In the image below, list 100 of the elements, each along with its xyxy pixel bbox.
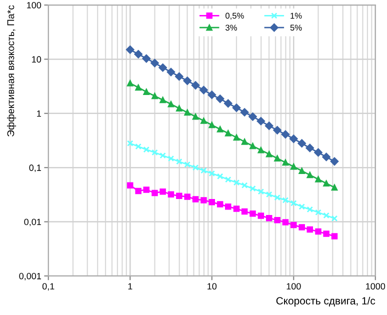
- point: [331, 215, 338, 222]
- y-axis-title: Эффективная вязкость, Па*с: [7, 5, 16, 136]
- point: [152, 149, 158, 156]
- point: [290, 222, 297, 228]
- x-tick-label: 0,1: [42, 283, 54, 291]
- point: [322, 152, 330, 162]
- point: [216, 126, 224, 132]
- point: [240, 108, 249, 116]
- point: [192, 196, 199, 202]
- y-tick-label: 100: [27, 2, 42, 8]
- point: [274, 194, 280, 201]
- point: [274, 217, 280, 224]
- point: [250, 142, 256, 150]
- point: [208, 122, 216, 128]
- point: [176, 158, 182, 165]
- point: [273, 126, 282, 134]
- point: [274, 155, 280, 162]
- point: [241, 182, 248, 188]
- point: [166, 68, 176, 76]
- point: [224, 99, 232, 108]
- point: [225, 204, 232, 210]
- point: [168, 155, 174, 162]
- point: [250, 210, 256, 217]
- point: [208, 170, 216, 177]
- point: [192, 114, 199, 120]
- point: [158, 63, 167, 72]
- point: [150, 58, 159, 68]
- point: [233, 206, 240, 212]
- point: [200, 197, 207, 204]
- point: [160, 96, 166, 104]
- x-axis-title: Скорость сдвига, 1/с: [276, 296, 376, 307]
- point: [298, 139, 306, 148]
- point: [168, 101, 174, 108]
- point: [330, 157, 339, 166]
- point: [142, 54, 150, 63]
- point: [323, 212, 330, 219]
- point: [192, 164, 199, 171]
- point: [323, 230, 330, 237]
- point: [258, 188, 264, 195]
- point: [306, 226, 314, 233]
- point: [314, 148, 322, 157]
- point: [216, 94, 224, 103]
- point: [266, 151, 272, 158]
- point: [152, 92, 158, 100]
- y-tick-label: 1: [37, 110, 41, 117]
- point: [127, 182, 134, 188]
- point: [306, 206, 314, 213]
- point: [258, 212, 264, 219]
- point: [248, 112, 257, 121]
- point: [184, 109, 190, 116]
- point: [143, 186, 150, 193]
- point: [225, 176, 232, 183]
- point: [216, 201, 224, 208]
- x-tick-label: 100: [286, 283, 301, 290]
- point: [282, 159, 289, 166]
- point: [241, 208, 248, 215]
- point: [298, 204, 305, 210]
- point: [298, 224, 305, 230]
- point: [200, 86, 208, 94]
- point: [176, 105, 182, 112]
- y-tick-label: 0,001: [19, 272, 41, 280]
- point: [290, 134, 298, 143]
- point: [135, 84, 142, 91]
- point: [135, 188, 142, 194]
- point: [216, 173, 224, 180]
- point: [298, 168, 305, 174]
- legend-label: 3%: [226, 24, 237, 31]
- y-tick-label: 0,01: [24, 218, 41, 226]
- point: [281, 130, 290, 139]
- point: [233, 179, 240, 186]
- point: [184, 161, 190, 168]
- point: [306, 172, 314, 178]
- point: [232, 104, 241, 112]
- point: [143, 88, 150, 95]
- point: [315, 209, 322, 216]
- point: [200, 167, 207, 174]
- point: [183, 76, 192, 85]
- point: [126, 46, 134, 54]
- point: [134, 50, 142, 58]
- legend-label: 5%: [290, 24, 302, 31]
- legend-label: 1%: [290, 12, 302, 19]
- y-tick-label: 0,1: [29, 164, 41, 172]
- point: [282, 219, 289, 226]
- x-tick-label: 1000: [366, 283, 386, 290]
- point: [184, 194, 190, 200]
- point: [306, 144, 314, 152]
- point: [208, 199, 216, 206]
- point: [258, 146, 264, 154]
- point: [127, 140, 134, 146]
- point: [168, 191, 174, 198]
- point: [264, 122, 274, 130]
- point: [241, 138, 248, 145]
- point: [250, 185, 256, 192]
- point: [152, 190, 158, 196]
- point: [160, 152, 166, 159]
- point: [331, 184, 338, 191]
- point: [266, 214, 272, 222]
- point: [290, 200, 297, 206]
- point: [135, 143, 142, 150]
- point: [266, 191, 272, 198]
